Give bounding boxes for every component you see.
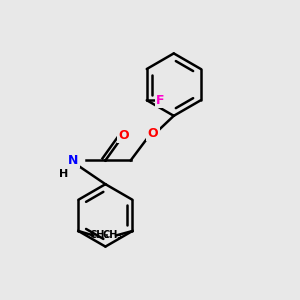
Text: H: H: [59, 169, 68, 179]
Text: N: N: [68, 154, 79, 167]
Text: O: O: [118, 129, 129, 142]
Text: O: O: [148, 127, 158, 140]
Text: F: F: [156, 94, 164, 107]
Text: CH₃: CH₃: [102, 230, 122, 241]
Text: CH₃: CH₃: [89, 230, 109, 241]
